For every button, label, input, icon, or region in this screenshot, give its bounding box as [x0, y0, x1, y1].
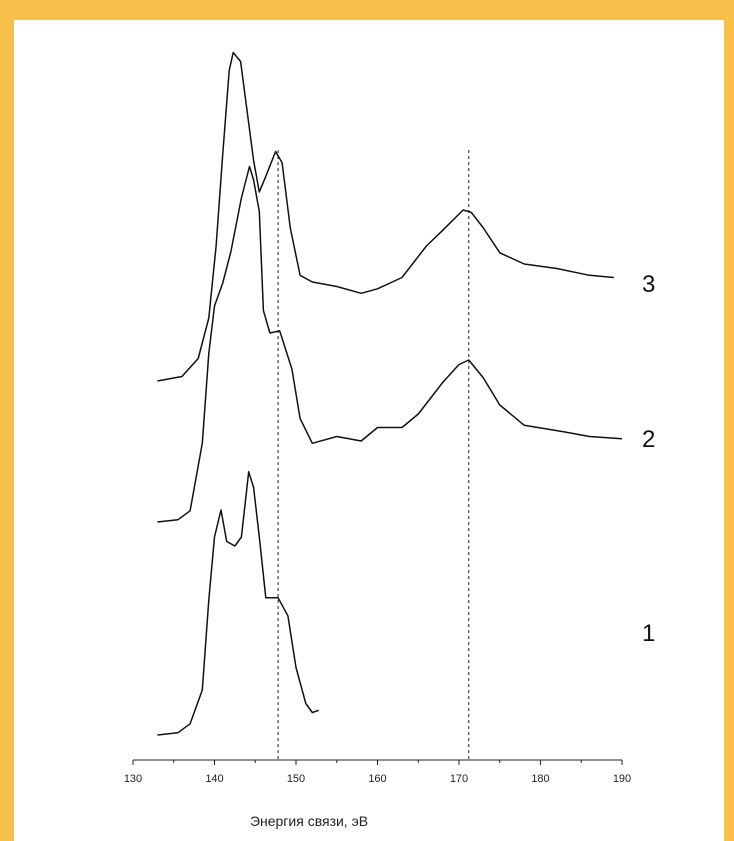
x-axis: 130 140 150 160 170 180 190 [124, 759, 631, 785]
reference-lines [277, 150, 470, 760]
series-line-3 [157, 51, 614, 382]
series-labels: 1 2 3 [642, 271, 655, 647]
series-line-1 [157, 471, 320, 736]
x-tick-label: 130 [124, 773, 142, 785]
series-label-1: 1 [642, 620, 655, 647]
x-tick-label: 190 [613, 773, 631, 785]
series-label-3: 3 [642, 271, 655, 298]
x-tick-label: 170 [450, 773, 468, 785]
x-tick-label: 140 [205, 773, 223, 785]
chart-panel [14, 20, 724, 841]
series-line-2 [157, 165, 623, 523]
x-axis-title: Энергия связи, эВ [250, 813, 368, 829]
x-tick-label: 150 [287, 773, 305, 785]
series-label-2: 2 [642, 426, 655, 453]
spectra-series [157, 51, 623, 736]
x-tick-label: 160 [368, 773, 386, 785]
x-tick-label: 180 [531, 773, 549, 785]
